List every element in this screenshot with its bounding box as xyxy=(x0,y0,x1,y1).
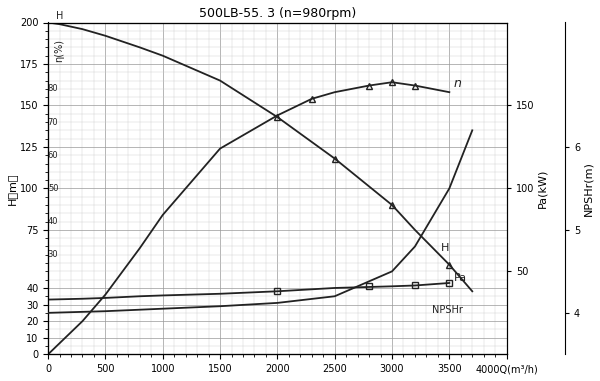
Text: 80: 80 xyxy=(48,84,58,93)
Text: NPSHr: NPSHr xyxy=(432,305,463,315)
Text: 30: 30 xyxy=(48,250,58,259)
Text: 50: 50 xyxy=(48,184,58,193)
Text: Pa: Pa xyxy=(454,273,467,283)
Text: H: H xyxy=(442,243,449,253)
Text: 70: 70 xyxy=(48,118,58,126)
Text: 60: 60 xyxy=(48,151,58,160)
Text: η(%): η(%) xyxy=(54,39,64,62)
Y-axis label: Pa(kW): Pa(kW) xyxy=(537,169,547,208)
Y-axis label: H（m）: H（m） xyxy=(7,172,17,205)
Text: n: n xyxy=(454,77,462,90)
Text: H: H xyxy=(56,11,64,21)
Text: 40: 40 xyxy=(48,217,58,226)
Title: 500LB-55. 3 (n=980rpm): 500LB-55. 3 (n=980rpm) xyxy=(199,7,356,20)
Y-axis label: NPSHr(m): NPSHr(m) xyxy=(583,161,593,216)
